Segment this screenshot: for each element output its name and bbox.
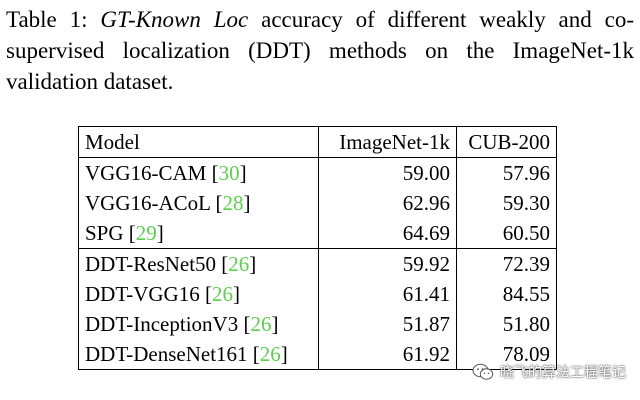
model-cell: VGG16-CAM [30] [78,157,319,188]
header-cub: CUB-200 [456,126,557,158]
table-caption: Table 1: GT-Known Loc accuracy of differ… [6,4,634,97]
table-row: DDT-VGG16 [26] 61.41 84.55 [78,279,557,309]
cub-cell: 51.80 [456,309,557,339]
table-row: VGG16-ACoL [28] 62.96 59.30 [78,188,557,218]
watermark-text: 晓飞的算法工程笔记 [500,365,626,381]
header-row: Model ImageNet-1k CUB-200 [78,126,557,158]
model-cell: DDT-ResNet50 [26] [78,248,319,279]
cub-cell: 57.96 [456,157,557,188]
imagenet-cell: 59.00 [318,157,457,188]
model-cell: VGG16-ACoL [28] [78,188,319,218]
imagenet-cell: 64.69 [318,218,457,249]
model-cell: SPG [29] [78,218,319,249]
model-cell: DDT-InceptionV3 [26] [78,309,319,339]
table-row: VGG16-CAM [30] 59.00 57.96 [78,157,557,188]
table-row: DDT-ResNet50 [26] 59.92 72.39 [78,248,557,279]
citation-link[interactable]: 28 [222,190,244,215]
citation-link[interactable]: 26 [228,251,250,276]
table-row: DDT-DenseNet161 [26] 61.92 78.09 [78,339,557,370]
model-cell: DDT-VGG16 [26] [78,279,319,309]
imagenet-cell: 61.41 [318,279,457,309]
citation-link[interactable]: 30 [218,160,240,185]
header-imagenet: ImageNet-1k [318,126,457,158]
table-row: SPG [29] 64.69 60.50 [78,218,557,249]
watermark: 晓飞的算法工程笔记 [472,362,626,382]
cub-cell: 72.39 [456,248,557,279]
imagenet-cell: 51.87 [318,309,457,339]
imagenet-cell: 61.92 [318,339,457,370]
citation-link[interactable]: 29 [135,220,157,245]
model-cell: DDT-DenseNet161 [26] [78,339,319,370]
citation-link[interactable]: 26 [250,311,272,336]
table-row: DDT-InceptionV3 [26] 51.87 51.80 [78,309,557,339]
cub-cell: 60.50 [456,218,557,249]
header-model: Model [78,126,319,158]
results-table: Model ImageNet-1k CUB-200 VGG16-CAM [30]… [78,126,557,370]
cub-cell: 84.55 [456,279,557,309]
wechat-icon [472,363,494,380]
caption-metric: GT-Known Loc [100,7,249,32]
caption-label: Table 1: [6,7,88,32]
imagenet-cell: 59.92 [318,248,457,279]
caption-text: accuracy of different weakly and co-supe… [6,7,634,94]
cub-cell: 59.30 [456,188,557,218]
cub-cell: 78.09 [456,339,557,370]
citation-link[interactable]: 26 [259,341,281,366]
citation-link[interactable]: 26 [211,281,233,306]
imagenet-cell: 62.96 [318,188,457,218]
